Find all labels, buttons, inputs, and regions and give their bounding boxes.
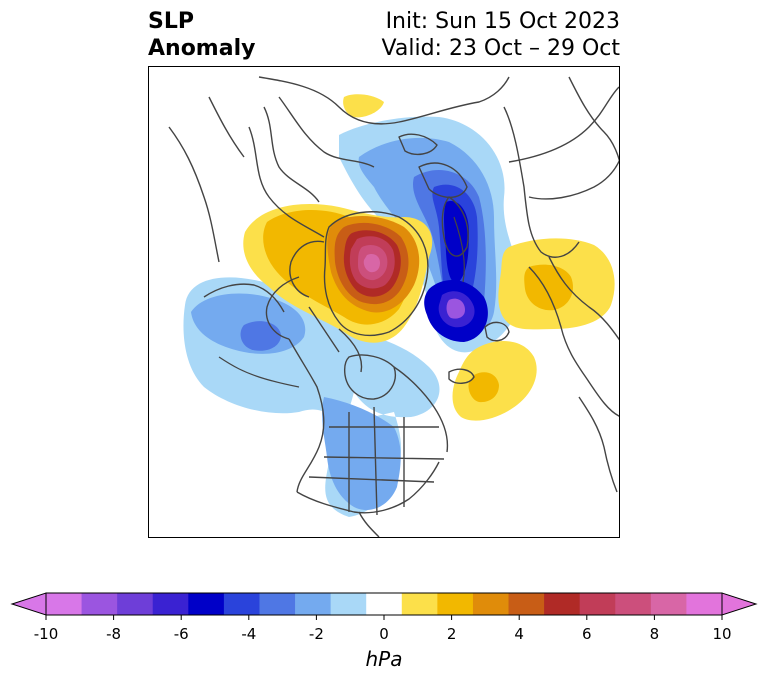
polar-map-panel — [148, 66, 620, 538]
colorbar-segment — [330, 593, 367, 615]
colorbar-segment — [366, 593, 403, 615]
colorbar-segment — [46, 593, 83, 615]
colorbar-segment — [188, 593, 225, 615]
colorbar-extend-max — [721, 592, 758, 616]
blue-north-america — [322, 397, 401, 511]
colorbar-tick-label: -2 — [309, 625, 324, 643]
blue-pacific-core — [240, 321, 281, 351]
map-title: SLP Anomaly — [148, 8, 255, 62]
colorbar-segment — [401, 593, 438, 615]
colorbar-segment — [117, 593, 154, 615]
colorbar-tick-label: 0 — [379, 625, 389, 643]
colorbar-segment — [152, 593, 189, 615]
colorbar-extend-min — [10, 592, 47, 616]
colorbar-segment — [81, 593, 118, 615]
valid-range-label: Valid: 23 Oct – 29 Oct — [381, 36, 620, 61]
colorbar-tick-label: 8 — [650, 625, 660, 643]
colorbar-ticks: -10 -8 -6 -4 -2 0 2 4 6 8 10 — [34, 615, 732, 643]
colorbar-segment — [686, 593, 723, 615]
colorbar-segment — [508, 593, 545, 615]
violet-center-barents — [446, 298, 465, 319]
colorbar-tick-label: 10 — [712, 625, 731, 643]
colorbar-segment — [259, 593, 296, 615]
positive-anomaly-shading — [243, 94, 615, 421]
colorbar: -10 -8 -6 -4 -2 0 2 4 6 8 10 hPa — [10, 592, 758, 671]
coastlines-and-borders — [168, 76, 619, 537]
anomaly-label: Anomaly — [148, 36, 256, 61]
blue-core-arctic — [443, 201, 469, 283]
colorbar-tick-label: 2 — [447, 625, 457, 643]
colorbar-segments — [10, 592, 758, 616]
colorbar-segment — [295, 593, 332, 615]
init-date-label: Init: Sun 15 Oct 2023 — [385, 9, 620, 34]
colorbar-segment — [544, 593, 581, 615]
colorbar-segment — [650, 593, 687, 615]
colorbar-unit-label: hPa — [366, 647, 403, 671]
anomaly-field-map — [168, 76, 619, 537]
colorbar-segment — [223, 593, 260, 615]
yellow-siberia-north — [343, 94, 384, 118]
map-dates: Init: Sun 15 Oct 2023 Valid: 23 Oct – 29… — [382, 8, 620, 62]
colorbar-tick-label: -8 — [106, 625, 121, 643]
colorbar-tick-label: 6 — [582, 625, 592, 643]
magenta-greenland-core — [363, 253, 380, 273]
colorbar-tick-label: 4 — [514, 625, 524, 643]
colorbar-segment — [437, 593, 474, 615]
colorbar-tick-label: -6 — [174, 625, 189, 643]
colorbar-tick-label: -10 — [34, 625, 59, 643]
colorbar-segment — [579, 593, 616, 615]
colorbar-tick-label: -4 — [241, 625, 256, 643]
colorbar-segment — [615, 593, 652, 615]
orange-north-atlantic — [468, 372, 499, 403]
variable-label: SLP — [148, 9, 194, 34]
colorbar-segment — [472, 593, 510, 615]
